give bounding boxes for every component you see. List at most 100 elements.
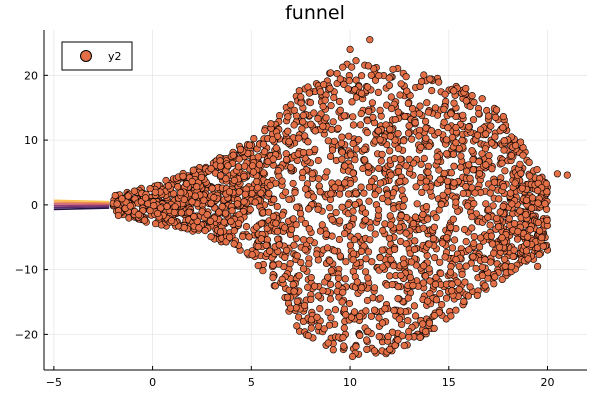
data-point (368, 99, 377, 107)
data-point (324, 339, 332, 347)
data-point (478, 150, 486, 158)
data-point (422, 117, 430, 125)
data-point (293, 322, 301, 330)
data-point (330, 137, 339, 145)
data-point (409, 281, 417, 290)
data-point (469, 253, 477, 261)
data-point (452, 198, 460, 206)
data-point (297, 258, 305, 267)
data-point (295, 313, 303, 321)
data-point (327, 101, 335, 110)
data-point (118, 195, 126, 203)
data-point (298, 125, 306, 133)
data-point (267, 120, 275, 128)
data-point (361, 156, 369, 164)
data-point (543, 188, 551, 196)
data-point (522, 196, 531, 204)
data-point (326, 257, 334, 265)
data-point (416, 333, 424, 342)
data-point (481, 282, 489, 290)
data-point (355, 136, 363, 144)
data-point (362, 209, 370, 217)
data-point (177, 189, 185, 197)
data-point (348, 98, 356, 106)
data-point (349, 121, 358, 129)
data-point (341, 179, 349, 187)
data-point (524, 255, 532, 263)
data-point (438, 239, 447, 247)
data-point (180, 224, 188, 232)
data-point (342, 311, 350, 319)
data-point (266, 247, 274, 255)
data-point (469, 166, 477, 174)
data-point (262, 241, 270, 249)
legend-box (61, 41, 133, 71)
data-point (319, 287, 327, 295)
data-point (207, 199, 215, 207)
data-point (459, 111, 467, 119)
data-point (269, 274, 277, 282)
data-point (395, 167, 403, 176)
data-point (375, 314, 383, 322)
data-point (375, 206, 383, 214)
data-point (418, 188, 426, 196)
data-point (249, 168, 258, 176)
data-point (327, 69, 335, 77)
data-point (371, 191, 379, 199)
data-point (330, 247, 339, 255)
data-point (286, 304, 295, 312)
data-point (189, 166, 197, 174)
data-point (164, 182, 172, 190)
data-point (436, 258, 444, 266)
data-point (206, 217, 214, 225)
data-point (254, 153, 262, 161)
data-point (490, 249, 498, 257)
data-point (437, 200, 446, 208)
data-point (470, 233, 478, 241)
data-point (239, 233, 247, 241)
data-point (328, 146, 337, 154)
data-point (338, 133, 346, 141)
data-point (381, 305, 389, 313)
data-point (345, 299, 354, 308)
data-point (498, 275, 506, 284)
data-point (395, 223, 403, 231)
data-point (347, 151, 355, 159)
data-point (311, 127, 319, 135)
data-point (442, 294, 451, 302)
data-point (446, 268, 455, 276)
data-point (290, 287, 298, 295)
data-point (481, 256, 489, 264)
data-point (282, 155, 291, 164)
data-point (441, 90, 449, 98)
data-point (188, 198, 196, 206)
data-point (500, 183, 508, 191)
data-point (254, 262, 262, 270)
data-point (411, 118, 419, 127)
data-point (266, 181, 274, 189)
data-point (396, 91, 404, 99)
data-point (307, 324, 315, 332)
data-point (526, 226, 534, 234)
data-point (383, 101, 391, 109)
data-point (501, 255, 509, 263)
data-point (130, 187, 138, 195)
data-point (430, 311, 439, 320)
data-point (464, 202, 472, 210)
data-point (331, 183, 339, 191)
data-point (254, 242, 262, 251)
data-point (379, 227, 387, 235)
data-point (363, 336, 371, 344)
funnel-band-line (53, 207, 110, 211)
data-point (482, 130, 490, 138)
x-tick-label: 0 (149, 376, 156, 389)
data-point (367, 224, 375, 232)
data-point (362, 255, 370, 263)
data-point (307, 120, 315, 128)
data-point (389, 65, 397, 73)
data-point (478, 272, 487, 280)
data-point (336, 106, 344, 114)
data-point (304, 283, 312, 291)
data-point (323, 244, 332, 252)
data-point (384, 332, 392, 341)
